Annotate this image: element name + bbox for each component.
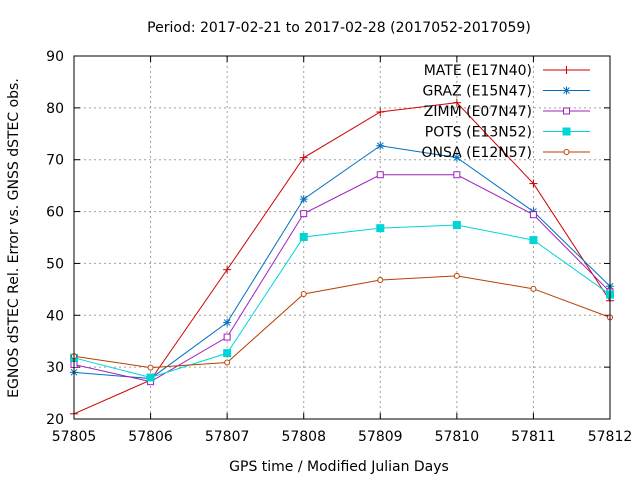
data-point <box>299 232 308 241</box>
data-point <box>299 195 308 204</box>
legend-label: GRAZ (E15N47) <box>423 84 533 100</box>
data-point <box>377 277 384 284</box>
data-point <box>452 153 461 162</box>
legend-marker <box>563 107 570 115</box>
legend-entry: ZIMM (E07N47) <box>424 104 590 120</box>
legend-label: ONSA (E12N57) <box>421 145 532 161</box>
data-point <box>223 318 232 327</box>
data-point <box>223 349 232 358</box>
data-point <box>530 285 537 292</box>
legend-marker <box>562 66 571 74</box>
data-point <box>299 153 308 162</box>
legend-marker <box>562 127 571 136</box>
y-tick-label: 30 <box>46 360 64 376</box>
data-point <box>453 171 461 179</box>
x-tick-label: 57805 <box>52 429 97 445</box>
series-line <box>73 224 611 379</box>
data-point <box>300 291 307 298</box>
data-point <box>529 236 538 245</box>
data-point <box>452 221 461 230</box>
legend-marker <box>563 149 570 155</box>
series-line <box>73 275 611 369</box>
data-point <box>223 265 232 274</box>
legend-entry: POTS (E13N52) <box>425 125 590 141</box>
data-point <box>224 359 231 366</box>
data-point <box>529 211 537 219</box>
legend-entry: MATE (E17N40) <box>424 63 590 79</box>
y-tick-label: 60 <box>46 205 64 221</box>
axis-ticks: 57805 57806 57807 57808 57809 57810 57811 57812… <box>46 49 632 445</box>
chart-title: Period: 2017-02-21 to 2017-02-28 (201705… <box>147 20 531 36</box>
legend-label: MATE (E17N40) <box>424 63 532 79</box>
y-tick-label: 80 <box>46 101 64 117</box>
y-tick-label: 90 <box>46 49 64 65</box>
y-tick-label: 20 <box>46 412 64 428</box>
plot-series <box>70 98 614 418</box>
plot-frame <box>73 55 611 420</box>
legend-entry: GRAZ (E15N47) <box>423 84 590 100</box>
legend-label: ZIMM (E07N47) <box>424 104 532 120</box>
series-pots <box>70 221 614 382</box>
data-point <box>376 108 385 117</box>
legend-label: POTS (E13N52) <box>425 125 532 141</box>
grid <box>74 56 610 419</box>
data-point <box>376 224 385 233</box>
series-line <box>73 102 611 415</box>
y-tick-label: 70 <box>46 153 64 169</box>
x-tick-label: 57808 <box>281 429 326 445</box>
series-graz <box>70 141 614 383</box>
x-tick-label: 57811 <box>511 429 556 445</box>
series-onsa <box>71 272 613 371</box>
legend-entry: ONSA (E12N57) <box>421 145 590 161</box>
y-tick-label: 50 <box>46 256 64 272</box>
x-tick-label: 57806 <box>128 429 173 445</box>
y-tick-label: 40 <box>46 308 64 324</box>
x-tick-label: 57807 <box>205 429 250 445</box>
data-point <box>376 171 384 179</box>
data-point <box>147 364 154 371</box>
series-line <box>73 145 611 380</box>
x-tick-label: 57810 <box>435 429 480 445</box>
series-line <box>73 174 611 383</box>
data-point <box>146 373 155 382</box>
x-tick-label: 57812 <box>588 429 633 445</box>
data-point <box>300 210 308 218</box>
data-point <box>376 141 385 150</box>
y-axis-label: EGNOS dSTEC Rel. Error vs. GNSS dSTEC ob… <box>6 78 22 398</box>
data-point <box>453 272 460 279</box>
x-axis-label: GPS time / Modified Julian Days <box>229 459 449 475</box>
legend: MATE (E17N40) GRAZ (E15N47) ZIMM (E07N47) P… <box>421 63 590 161</box>
legend-marker <box>562 86 571 95</box>
data-point <box>452 98 461 107</box>
data-point <box>529 179 538 188</box>
data-point <box>223 333 231 341</box>
x-tick-label: 57809 <box>358 429 403 445</box>
series-zimm <box>70 171 614 386</box>
